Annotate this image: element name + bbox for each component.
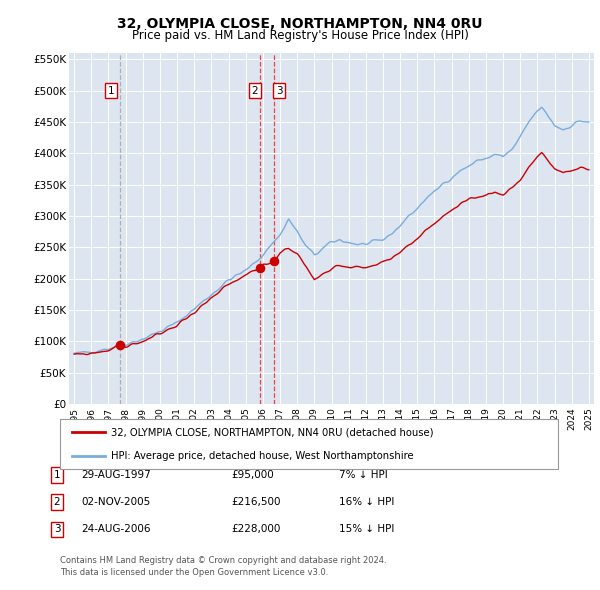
Text: Contains HM Land Registry data © Crown copyright and database right 2024.
This d: Contains HM Land Registry data © Crown c… xyxy=(60,556,386,577)
Text: 1: 1 xyxy=(53,470,61,480)
Text: 2: 2 xyxy=(53,497,61,507)
Text: 7% ↓ HPI: 7% ↓ HPI xyxy=(339,470,388,480)
Text: Price paid vs. HM Land Registry's House Price Index (HPI): Price paid vs. HM Land Registry's House … xyxy=(131,30,469,42)
Text: 02-NOV-2005: 02-NOV-2005 xyxy=(81,497,150,507)
Point xyxy=(269,257,279,266)
Text: 3: 3 xyxy=(276,86,283,96)
Point xyxy=(255,264,265,273)
Text: 1: 1 xyxy=(108,86,115,96)
Text: 3: 3 xyxy=(53,525,61,534)
Text: 24-AUG-2006: 24-AUG-2006 xyxy=(81,525,151,534)
Point xyxy=(115,340,124,349)
Text: 32, OLYMPIA CLOSE, NORTHAMPTON, NN4 0RU: 32, OLYMPIA CLOSE, NORTHAMPTON, NN4 0RU xyxy=(117,17,483,31)
Text: £216,500: £216,500 xyxy=(231,497,281,507)
Text: 15% ↓ HPI: 15% ↓ HPI xyxy=(339,525,394,534)
Text: 29-AUG-1997: 29-AUG-1997 xyxy=(81,470,151,480)
Text: 32, OLYMPIA CLOSE, NORTHAMPTON, NN4 0RU (detached house): 32, OLYMPIA CLOSE, NORTHAMPTON, NN4 0RU … xyxy=(111,427,433,437)
Text: 16% ↓ HPI: 16% ↓ HPI xyxy=(339,497,394,507)
Text: £228,000: £228,000 xyxy=(231,525,280,534)
Text: £95,000: £95,000 xyxy=(231,470,274,480)
Text: HPI: Average price, detached house, West Northamptonshire: HPI: Average price, detached house, West… xyxy=(111,451,413,461)
Text: 2: 2 xyxy=(251,86,258,96)
